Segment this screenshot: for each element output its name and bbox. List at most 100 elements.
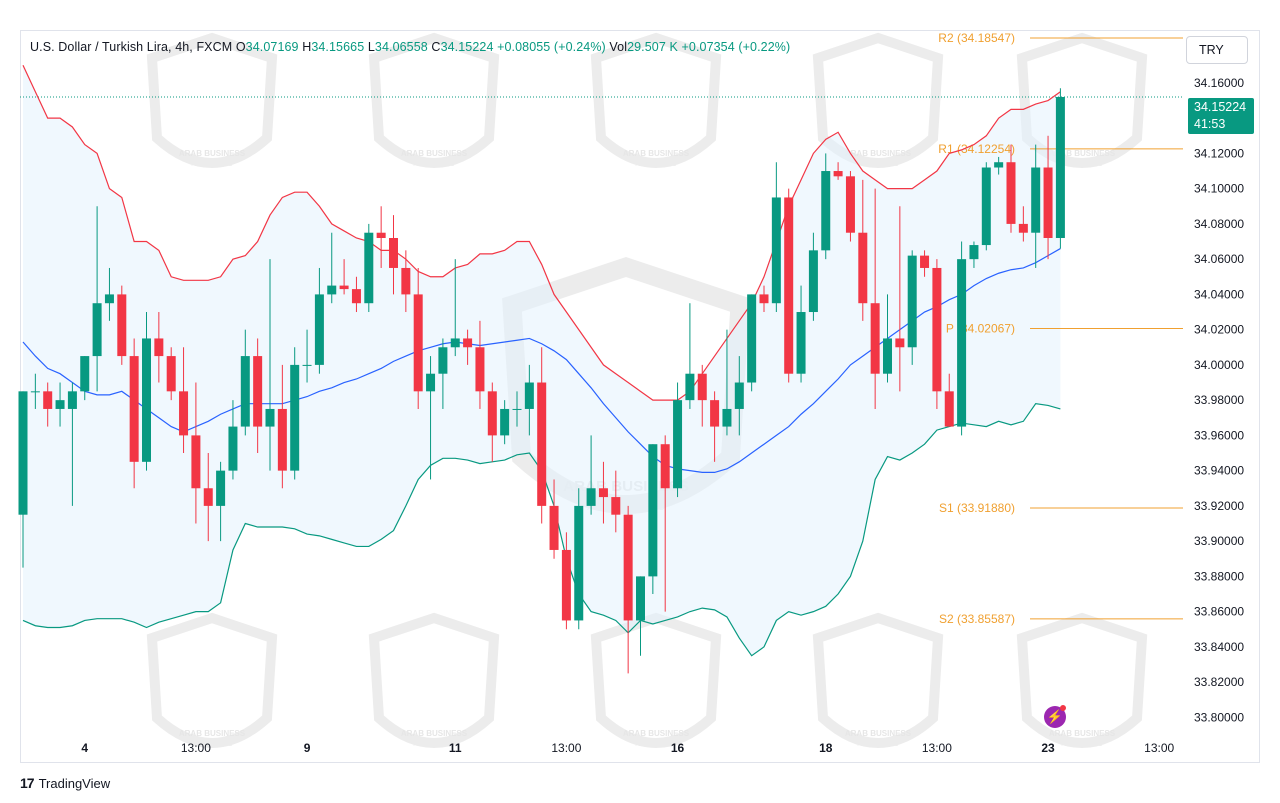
candle-body (351, 289, 361, 304)
last-price-value: 34.15224 (1194, 100, 1247, 114)
legend-high-label: H (302, 40, 312, 54)
y-tick-label: 33.90000 (1194, 534, 1244, 548)
watermark-shield-icon (590, 32, 722, 168)
y-tick-label: 34.00000 (1194, 358, 1244, 372)
candle-body (623, 514, 633, 621)
candle-body (845, 176, 855, 233)
lightning-icon[interactable]: ⚡ (1044, 706, 1066, 728)
y-tick-label: 34.12000 (1194, 146, 1244, 160)
legend-high: 34.15665 (311, 40, 365, 54)
candle-body (586, 488, 596, 506)
tradingview-mark-icon: 17 (20, 775, 35, 791)
candle-body (636, 576, 645, 621)
candle-body (808, 250, 818, 313)
y-tick-label: 34.02000 (1194, 323, 1244, 337)
candle-body (339, 285, 349, 290)
watermark-text: ARAB BUSINESS (1049, 149, 1116, 158)
candle-body (166, 356, 176, 392)
candle-body (500, 408, 510, 436)
watermark-shield-icon (1016, 612, 1148, 748)
candle-body (722, 408, 732, 427)
x-tick-label: 16 (671, 741, 685, 755)
x-tick-label: 4 (81, 741, 88, 755)
candle-body (944, 391, 954, 427)
legend-symbol[interactable]: U.S. Dollar / Turkish Lira, 4h, FXCM (30, 40, 233, 54)
watermark-text: Academy L.L.C (413, 162, 455, 168)
candle-body (1006, 162, 1016, 224)
candle-body (203, 488, 213, 506)
watermark-text: ARAB BUSINESS (401, 149, 468, 158)
legend-open: 34.07169 (245, 40, 299, 54)
y-tick-label: 33.84000 (1194, 640, 1244, 654)
candle-body (30, 391, 40, 393)
watermark-text: ARAB BUSINESS (845, 149, 912, 158)
candle-body (685, 373, 695, 401)
watermark-text: Academy L.L.C (635, 162, 677, 168)
candle-body (759, 294, 769, 304)
legend-vol: 29.507 K (627, 40, 678, 54)
candle-body (290, 364, 300, 471)
bar-countdown: 41:53 (1194, 117, 1226, 131)
candle-body (524, 382, 534, 409)
watermark-shield-icon (812, 32, 944, 168)
candle-body (240, 356, 250, 427)
notification-dot-icon (1060, 705, 1066, 711)
candle-body (561, 549, 571, 621)
candle-body (598, 488, 608, 498)
candle-body (179, 391, 189, 436)
legend-open-label: O (235, 40, 246, 54)
watermark-text: ARAB BUSINESS (845, 729, 912, 738)
candle-body (660, 444, 670, 489)
candle-body (327, 285, 337, 295)
watermark-shield-icon (146, 612, 278, 748)
watermark-text: ARAB BUSINESS (623, 729, 690, 738)
watermark-text: Academy L.L.C (857, 162, 899, 168)
pivot-label: R2 (34.18547) (938, 31, 1015, 45)
candle-body (512, 408, 522, 410)
watermark-text: Academy L.L.C (191, 742, 233, 748)
candle-body (648, 444, 658, 577)
candle-body (216, 470, 226, 506)
tradingview-logo[interactable]: 17 TradingView (20, 775, 110, 791)
y-tick-label: 34.16000 (1194, 76, 1244, 90)
x-tick-label: 23 (1041, 741, 1055, 755)
currency-selector[interactable]: TRY (1186, 36, 1248, 64)
candle-body (833, 171, 843, 177)
x-tick-label: 11 (449, 741, 462, 755)
y-tick-label: 34.08000 (1194, 217, 1244, 231)
candle-body (537, 382, 547, 506)
candle-body (154, 338, 164, 357)
candle-body (981, 167, 991, 246)
candle-body (475, 347, 485, 392)
candle-body (253, 356, 263, 427)
x-tick-label: 9 (304, 741, 311, 755)
candle-body (697, 373, 707, 401)
candle-body (969, 245, 979, 260)
candle-body (314, 294, 324, 365)
y-tick-label: 33.96000 (1194, 428, 1244, 442)
watermark-shield-icon (590, 612, 722, 748)
candle-body (55, 400, 65, 409)
candle-body (734, 382, 744, 409)
y-tick-label: 34.10000 (1194, 182, 1244, 196)
watermark-text: Academy L.L.C (635, 742, 677, 748)
candle-body (18, 391, 28, 515)
symbol-legend: U.S. Dollar / Turkish Lira, 4h, FXCM O34… (30, 40, 790, 54)
y-tick-label: 33.82000 (1194, 675, 1244, 689)
y-tick-label: 33.98000 (1194, 393, 1244, 407)
candle-body (43, 391, 53, 409)
legend-vol-label: Vol (609, 40, 628, 54)
legend-close-label: C (431, 40, 441, 54)
candle-body (67, 391, 77, 409)
watermark-text: ARAB BUSINESS (1049, 729, 1116, 738)
y-tick-label: 33.86000 (1194, 605, 1244, 619)
tradingview-wordmark: TradingView (38, 775, 111, 791)
x-tick-label: 13:00 (922, 741, 952, 755)
legend-low-label: L (367, 40, 375, 54)
y-tick-label: 33.80000 (1194, 710, 1244, 724)
candle-body (364, 232, 374, 304)
y-tick-label: 34.04000 (1194, 287, 1244, 301)
legend-change: +0.08055 (+0.24%) (497, 40, 606, 54)
y-tick-label: 33.88000 (1194, 569, 1244, 583)
